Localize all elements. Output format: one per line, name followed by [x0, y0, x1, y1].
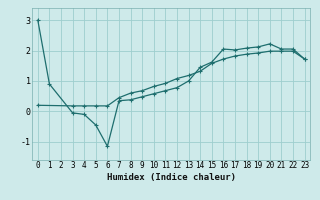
X-axis label: Humidex (Indice chaleur): Humidex (Indice chaleur) — [107, 173, 236, 182]
